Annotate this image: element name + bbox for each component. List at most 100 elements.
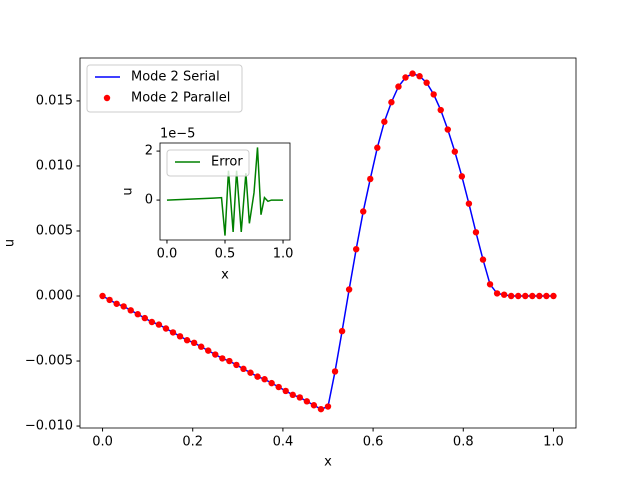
data-point <box>395 83 402 90</box>
data-point <box>197 343 205 350</box>
data-point <box>360 208 367 215</box>
data-point <box>148 318 156 326</box>
data-point <box>374 144 381 151</box>
data-point <box>536 292 543 300</box>
data-point <box>275 383 282 391</box>
data-point <box>338 327 346 335</box>
y-axis-label: u <box>121 187 136 195</box>
data-point <box>430 91 437 98</box>
data-point <box>388 99 395 106</box>
y-tick-label: −0.005 <box>25 354 73 369</box>
data-point <box>458 173 466 180</box>
axes-frame <box>159 142 291 241</box>
x-tick-label: 0.8 <box>453 435 474 450</box>
data-point <box>529 292 536 300</box>
y-tick-label: −0.010 <box>25 419 73 434</box>
data-point <box>226 357 233 365</box>
axes-frame <box>79 57 577 429</box>
data-point <box>465 200 473 207</box>
data-point <box>162 325 170 332</box>
y-tick-label: 0.005 <box>36 223 73 238</box>
data-point <box>522 292 529 300</box>
y-axis-label: u <box>3 239 18 247</box>
data-point <box>352 245 360 253</box>
y-tick-label: 0 <box>145 193 153 208</box>
x-tick-label: 0.2 <box>182 435 203 450</box>
axes: 0.0 0.5 1.0 0 2 x u 1e−5 Error <box>121 127 294 283</box>
data-point <box>402 74 409 81</box>
x-axis-label: x <box>221 268 229 283</box>
x-tick-label: 0.5 <box>215 247 236 262</box>
data-point <box>507 292 515 300</box>
data-point <box>240 365 247 373</box>
data-point <box>310 402 318 409</box>
x-axis-label: x <box>324 455 332 470</box>
y-tick-label: 0.010 <box>36 158 73 173</box>
data-point <box>254 373 261 380</box>
data-point <box>331 368 339 375</box>
data-point <box>155 321 163 328</box>
data-point <box>303 398 311 405</box>
data-point <box>261 376 268 383</box>
data-point <box>409 70 416 77</box>
data-point <box>268 379 275 387</box>
legend-label: Mode 2 Parallel <box>131 91 230 106</box>
data-point <box>543 292 550 300</box>
data-point <box>515 292 522 300</box>
data-point <box>127 307 134 314</box>
x-tick-label: 0.0 <box>92 435 113 450</box>
axes: 0.0 0.2 0.4 0.6 0.8 1.0 −0.010 −0.005 0.000 0.005… <box>3 57 577 470</box>
data-point <box>113 300 120 307</box>
y-tick-label: 0.000 <box>36 288 73 303</box>
data-point <box>176 333 184 340</box>
data-point <box>444 126 451 133</box>
plot-area <box>80 58 576 428</box>
data-point <box>324 403 332 410</box>
data-point <box>479 256 487 263</box>
data-point <box>134 311 141 318</box>
data-point <box>416 73 423 80</box>
x-tick-label: 1.0 <box>543 435 564 450</box>
data-point <box>550 292 557 300</box>
data-point <box>205 347 212 354</box>
data-point <box>233 361 240 369</box>
data-point <box>212 351 219 358</box>
data-point <box>120 303 127 310</box>
data-point <box>190 339 198 347</box>
y-tick-label: 2 <box>145 144 153 159</box>
x-tick-label: 0.4 <box>273 435 294 450</box>
x-tick-label: 0.6 <box>363 435 384 450</box>
data-point <box>183 337 191 344</box>
data-point <box>345 286 353 293</box>
data-point <box>500 291 508 298</box>
data-point <box>99 292 106 300</box>
legend-marker <box>103 94 111 102</box>
data-point <box>106 296 113 304</box>
y-tick-label: 0.015 <box>36 93 73 108</box>
data-point <box>141 314 149 322</box>
x-tick-label: 0.0 <box>157 247 178 262</box>
legend-label: Error <box>211 155 243 170</box>
data-point <box>247 369 254 376</box>
data-point <box>317 405 325 413</box>
data-point <box>493 290 501 297</box>
data-point <box>169 329 177 336</box>
legend-box <box>166 149 250 177</box>
data-point <box>437 106 444 114</box>
data-point <box>451 148 459 155</box>
x-tick-label: 1.0 <box>273 247 294 262</box>
offset-text: 1e−5 <box>160 127 195 142</box>
legend-box <box>86 64 243 113</box>
data-point <box>423 79 430 86</box>
data-point <box>282 387 289 395</box>
data-point <box>219 355 226 362</box>
data-line <box>166 147 284 236</box>
data-point <box>381 118 388 125</box>
data-point <box>486 281 494 288</box>
data-point <box>289 391 296 399</box>
legend-label: Mode 2 Serial <box>131 70 220 85</box>
data-point <box>296 394 304 401</box>
data-point <box>472 229 480 236</box>
